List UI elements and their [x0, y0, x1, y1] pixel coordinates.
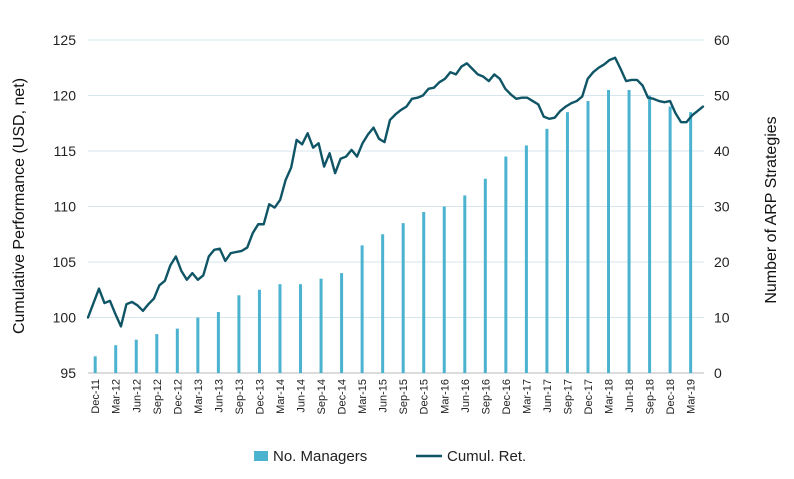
bar — [442, 206, 446, 373]
bar — [114, 345, 118, 373]
left-tick-label: 95 — [60, 365, 76, 381]
bar — [93, 356, 97, 373]
left-tick-label: 110 — [54, 199, 77, 215]
x-axis-ticks: Dec-11 Mar-12 Jun-12 Sep-12 Dec-12 Mar-13 Jun-… — [90, 379, 697, 414]
bar — [278, 284, 282, 373]
x-tick-label: Sep-17 — [562, 379, 574, 414]
x-tick-label: Jun-12 — [131, 379, 143, 413]
x-tick-label: Jun-17 — [542, 379, 554, 413]
x-tick-label: Dec-17 — [583, 379, 595, 414]
right-tick-label: 60 — [714, 32, 730, 48]
x-tick-label: Jun-15 — [378, 379, 390, 413]
bar — [134, 339, 138, 373]
bar — [422, 212, 426, 373]
bar — [196, 317, 200, 373]
x-tick-label: Sep-15 — [398, 379, 410, 414]
legend: No. Managers Cumul. Ret. — [254, 448, 526, 465]
right-tick-label: 20 — [714, 254, 730, 270]
x-tick-label: Mar-15 — [357, 379, 369, 414]
x-tick-label: Jun-13 — [213, 379, 225, 413]
bar — [565, 112, 569, 374]
bar — [586, 101, 590, 374]
x-tick-label: Mar-17 — [521, 379, 533, 414]
x-tick-label: Mar-13 — [193, 379, 205, 414]
x-tick-label: Dec-11 — [90, 379, 102, 414]
x-tick-label: Jun-16 — [460, 379, 472, 413]
x-tick-label: Dec-14 — [337, 379, 349, 414]
right-axis-ticks: 0 10 20 30 40 50 60 — [714, 32, 730, 381]
bar — [627, 89, 631, 373]
bar — [401, 223, 405, 373]
x-tick-label: Sep-16 — [480, 379, 492, 414]
bar — [360, 245, 364, 373]
bar — [175, 328, 179, 373]
bar — [504, 156, 508, 373]
bar — [319, 278, 323, 373]
x-tick-label: Dec-12 — [172, 379, 184, 414]
gridlines — [88, 39, 704, 374]
bar — [483, 178, 487, 373]
right-tick-label: 40 — [714, 143, 730, 159]
left-axis-title: Cumulative Performance (USD, net) — [11, 78, 28, 334]
bar — [216, 311, 220, 373]
x-tick-label: Mar-19 — [686, 379, 698, 414]
x-tick-label: Dec-18 — [665, 379, 677, 414]
bar — [155, 334, 159, 373]
bar — [648, 95, 652, 373]
left-axis-ticks: 95 100 105 110 115 120 125 — [53, 32, 77, 381]
bar — [668, 106, 672, 373]
left-tick-label: 100 — [53, 310, 77, 326]
right-tick-label: 50 — [714, 88, 730, 104]
bar — [463, 195, 467, 373]
legend-swatch-no-managers — [254, 451, 268, 461]
x-tick-label: Mar-14 — [275, 379, 287, 414]
legend-label-no-managers: No. Managers — [273, 448, 367, 465]
x-tick-label: Jun-18 — [624, 379, 636, 413]
left-tick-label: 105 — [53, 254, 77, 270]
x-tick-label: Jun-14 — [296, 379, 308, 413]
bar — [607, 89, 611, 373]
bar — [524, 145, 528, 373]
x-tick-label: Mar-18 — [604, 379, 616, 414]
bar — [340, 273, 344, 373]
x-tick-label: Dec-15 — [419, 379, 431, 414]
left-tick-label: 125 — [53, 32, 77, 48]
right-tick-label: 30 — [714, 199, 730, 215]
bar — [257, 289, 261, 373]
left-tick-label: 120 — [53, 88, 77, 104]
left-tick-label: 115 — [54, 143, 77, 159]
line-path — [86, 56, 705, 328]
right-tick-label: 0 — [714, 365, 722, 381]
line-series-cumul-ret — [86, 56, 705, 328]
bar — [299, 284, 303, 373]
bar — [381, 234, 385, 373]
right-axis-title: Number of ARP Strategies — [763, 116, 780, 303]
x-tick-label: Sep-13 — [234, 379, 246, 414]
bar — [237, 295, 241, 373]
x-tick-label: Dec-13 — [254, 379, 266, 414]
x-tick-label: Mar-16 — [439, 379, 451, 414]
bar-series-no-managers — [93, 89, 693, 374]
x-tick-label: Mar-12 — [111, 379, 123, 414]
legend-label-cumul-ret: Cumul. Ret. — [447, 448, 526, 465]
bar — [689, 112, 693, 374]
right-tick-label: 10 — [714, 310, 730, 326]
x-tick-label: Sep-12 — [152, 379, 164, 414]
bar — [545, 128, 549, 373]
x-tick-label: Sep-18 — [645, 379, 657, 414]
x-tick-label: Sep-14 — [316, 379, 328, 414]
x-tick-label: Dec-16 — [501, 379, 513, 414]
